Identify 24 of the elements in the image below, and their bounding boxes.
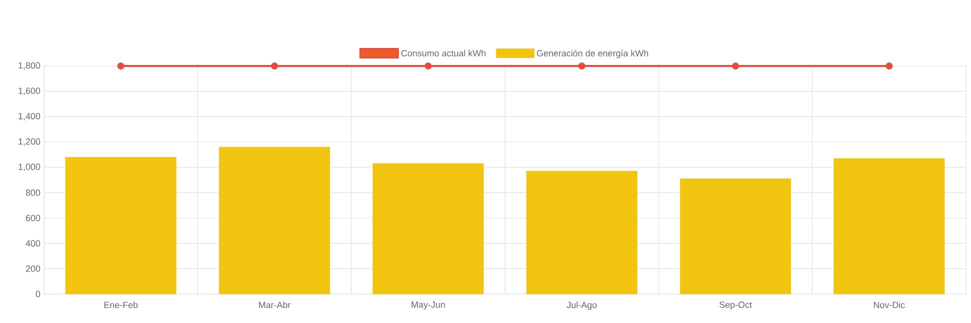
legend-label: Consumo actual kWh xyxy=(401,50,486,56)
x-tick-label: Jul-Ago xyxy=(566,302,597,310)
y-tick-label: 600 xyxy=(26,214,40,222)
x-tick-label: May-Jun xyxy=(412,302,445,310)
x-tick-label: Nov-Dic xyxy=(874,302,905,308)
y-tick-label: 1,200 xyxy=(18,138,40,146)
bar xyxy=(372,163,484,294)
bar xyxy=(65,157,176,294)
y-tick-label: 1,800 xyxy=(18,62,40,70)
x-tick-label: Ene-Feb xyxy=(104,302,138,308)
bar xyxy=(680,178,792,294)
legend-label: Generación de energía kWh xyxy=(536,50,648,58)
y-tick-label: 1,000 xyxy=(18,164,40,172)
x-tick-label: Sep-Oct xyxy=(719,302,752,310)
x-tick-label: Mar-Abr xyxy=(259,302,291,308)
y-tick-label: 400 xyxy=(26,240,40,247)
bar xyxy=(218,146,330,294)
y-tick-label: 1,600 xyxy=(18,88,40,96)
bar xyxy=(526,170,638,294)
y-tick-label: 800 xyxy=(26,189,40,196)
y-tick-label: 0 xyxy=(36,290,40,298)
y-tick-label: 200 xyxy=(26,265,40,272)
bar xyxy=(834,158,945,294)
y-tick-label: 1,400 xyxy=(18,112,40,120)
